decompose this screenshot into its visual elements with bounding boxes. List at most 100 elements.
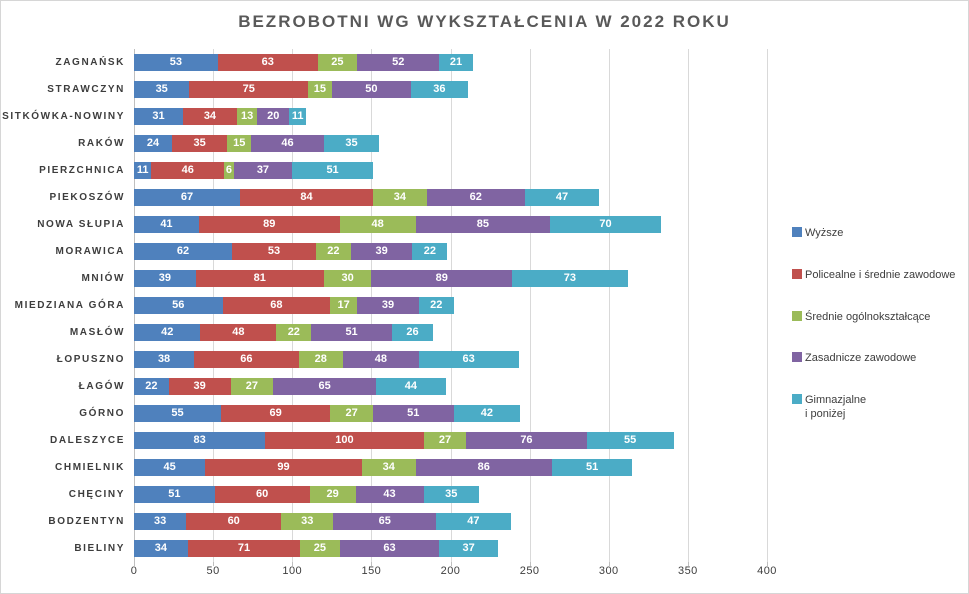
bar-segment[interactable]: 51 [311, 324, 392, 341]
bar-segment[interactable]: 50 [331, 81, 411, 98]
bar-segment[interactable]: 13 [236, 108, 258, 125]
bar-segment[interactable]: 100 [265, 432, 424, 449]
bar-segment[interactable]: 81 [195, 270, 324, 287]
bar-segment[interactable]: 55 [586, 432, 674, 449]
bar-segment[interactable]: 43 [355, 486, 424, 503]
legend-entry[interactable]: Średnie ogólnokształcące [792, 310, 930, 324]
bar-segment[interactable]: 46 [151, 162, 225, 179]
bar-segment[interactable]: 11 [134, 162, 152, 179]
bar-segment[interactable]: 55 [134, 405, 222, 422]
bar-segment[interactable]: 22 [315, 243, 351, 260]
bar-segment[interactable]: 35 [171, 135, 228, 152]
bar-segment[interactable]: 47 [436, 513, 511, 530]
bar-segment[interactable]: 31 [134, 108, 184, 125]
bar-segment[interactable]: 48 [342, 351, 419, 368]
bar-segment[interactable]: 48 [200, 324, 277, 341]
bar-segment[interactable]: 22 [418, 297, 454, 314]
bar-segment[interactable]: 68 [222, 297, 331, 314]
bar-segment[interactable]: 71 [187, 540, 301, 557]
legend-entry[interactable]: Policealne i średnie zawodowe [792, 268, 955, 282]
bar-segment[interactable]: 53 [232, 243, 316, 260]
bar-segment[interactable]: 39 [134, 270, 196, 287]
bar-segment[interactable]: 52 [357, 54, 440, 71]
bar-segment[interactable]: 37 [233, 162, 293, 179]
bar-segment[interactable]: 27 [330, 405, 373, 422]
bar-segment[interactable]: 63 [217, 54, 318, 71]
bar-segment[interactable]: 15 [308, 81, 332, 98]
bar-segment[interactable]: 99 [205, 459, 362, 476]
bar-segment[interactable]: 83 [134, 432, 266, 449]
bar-segment[interactable]: 34 [183, 108, 237, 125]
bar-segment[interactable]: 62 [134, 243, 233, 260]
bar-segment[interactable]: 6 [224, 162, 234, 179]
bar-segment[interactable]: 33 [281, 513, 334, 530]
bar-segment[interactable]: 73 [512, 270, 628, 287]
bar-segment[interactable]: 24 [134, 135, 172, 152]
bar-segment[interactable]: 27 [423, 432, 467, 449]
bar-segment[interactable]: 51 [292, 162, 373, 179]
bar-segment[interactable]: 35 [134, 81, 190, 98]
bar-segment[interactable]: 89 [198, 216, 340, 233]
bar-segment[interactable]: 22 [134, 378, 169, 395]
bar-segment[interactable]: 34 [372, 189, 427, 206]
bar-segment[interactable]: 21 [439, 54, 473, 71]
bar-segment[interactable]: 51 [372, 405, 454, 422]
bar-segment[interactable]: 30 [323, 270, 372, 287]
bar-segment[interactable]: 84 [240, 189, 373, 206]
bar-segment[interactable]: 63 [339, 540, 440, 557]
bar-segment[interactable]: 62 [426, 189, 525, 206]
bar-segment[interactable]: 33 [134, 513, 187, 530]
bar-segment[interactable]: 20 [257, 108, 290, 125]
bar-segment[interactable]: 66 [194, 351, 299, 368]
bar-segment[interactable]: 25 [300, 540, 340, 557]
bar-segment[interactable]: 51 [551, 459, 633, 476]
bar-segment[interactable]: 60 [186, 513, 282, 530]
bar-segment[interactable]: 34 [134, 540, 188, 557]
bar-segment[interactable]: 69 [221, 405, 331, 422]
bar-segment[interactable]: 34 [361, 459, 416, 476]
bar-segment[interactable]: 37 [439, 540, 498, 557]
legend-entry[interactable]: Wyższe [792, 226, 843, 240]
legend-entry[interactable]: Zasadnicze zawodowe [792, 351, 916, 365]
bar-segment[interactable]: 17 [330, 297, 358, 314]
bar-segment[interactable]: 42 [134, 324, 201, 341]
bar-segment[interactable]: 29 [309, 486, 356, 503]
bar-segment[interactable]: 39 [350, 243, 413, 260]
bar-segment[interactable]: 76 [466, 432, 587, 449]
bar-segment[interactable]: 26 [391, 324, 434, 341]
bar-segment[interactable]: 36 [410, 81, 468, 98]
legend-entry[interactable]: Gimnazjalne i poniżej [792, 393, 866, 421]
bar-segment[interactable]: 15 [227, 135, 252, 152]
bar-segment[interactable]: 65 [333, 513, 437, 530]
bar-segment[interactable]: 56 [134, 297, 223, 314]
bar-segment[interactable]: 38 [134, 351, 195, 368]
bar-segment[interactable]: 46 [251, 135, 324, 152]
bar-segment[interactable]: 63 [418, 351, 519, 368]
bar-segment[interactable]: 22 [412, 243, 448, 260]
bar-segment[interactable]: 48 [339, 216, 416, 233]
bar-segment[interactable]: 75 [189, 81, 309, 98]
bar-segment[interactable]: 39 [357, 297, 419, 314]
bar-segment[interactable]: 60 [214, 486, 310, 503]
bar-segment[interactable]: 53 [134, 54, 218, 71]
bar-segment[interactable]: 41 [134, 216, 199, 233]
bar-segment[interactable]: 35 [323, 135, 380, 152]
bar-segment[interactable]: 11 [289, 108, 307, 125]
bar-segment[interactable]: 86 [415, 459, 552, 476]
bar-segment[interactable]: 27 [230, 378, 274, 395]
bar-segment[interactable]: 65 [273, 378, 377, 395]
bar-segment[interactable]: 47 [524, 189, 600, 206]
bar-segment[interactable]: 89 [371, 270, 513, 287]
bar-segment[interactable]: 25 [317, 54, 358, 71]
bar-segment[interactable]: 39 [168, 378, 231, 395]
bar-segment[interactable]: 42 [453, 405, 521, 422]
bar-segment[interactable]: 51 [134, 486, 215, 503]
bar-segment[interactable]: 45 [134, 459, 206, 476]
bar-segment[interactable]: 85 [415, 216, 551, 233]
bar-segment[interactable]: 28 [298, 351, 343, 368]
bar-segment[interactable]: 70 [550, 216, 661, 233]
bar-segment[interactable]: 22 [276, 324, 312, 341]
bar-segment[interactable]: 44 [376, 378, 446, 395]
bar-segment[interactable]: 67 [134, 189, 241, 206]
bar-segment[interactable]: 35 [423, 486, 479, 503]
